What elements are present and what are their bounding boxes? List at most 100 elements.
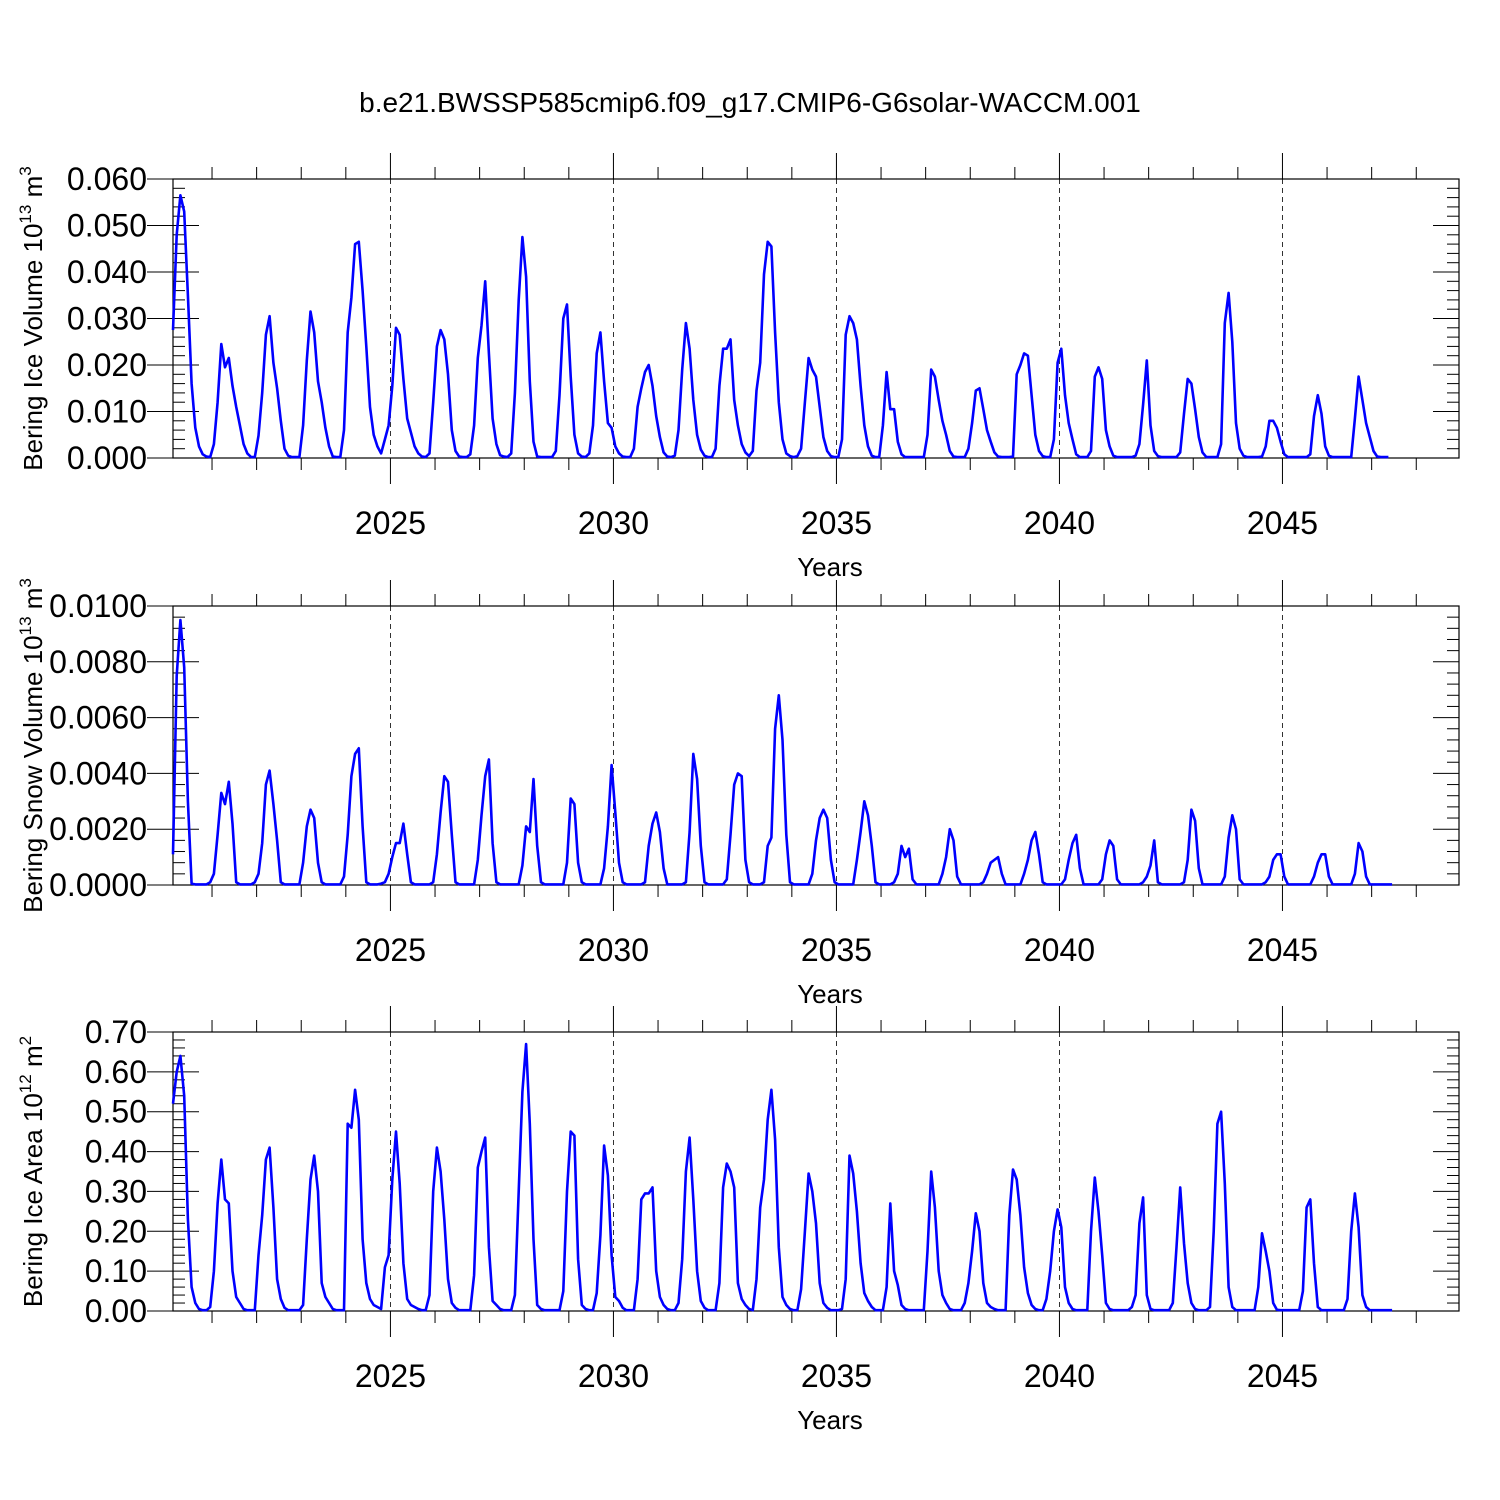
data-point [767, 1119, 768, 1120]
data-point [1235, 1310, 1236, 1311]
data-point [1031, 395, 1032, 396]
data-point [1050, 884, 1051, 885]
data-point [351, 297, 352, 298]
data-point [1172, 884, 1173, 885]
data-point [407, 1298, 408, 1299]
data-point [834, 882, 835, 883]
data-point [1009, 1215, 1010, 1216]
data-point [1120, 884, 1121, 885]
data-point [1258, 456, 1259, 457]
data-point [604, 868, 605, 869]
data-point [678, 884, 679, 885]
data-point [499, 884, 500, 885]
x-axis-label: Years [797, 979, 863, 1009]
data-point [871, 845, 872, 846]
data-point [1195, 1308, 1196, 1309]
data-point [1351, 1231, 1352, 1232]
data-point [1269, 876, 1270, 877]
data-point [986, 1302, 987, 1303]
data-point [477, 859, 478, 860]
data-point [317, 381, 318, 382]
data-point [499, 455, 500, 456]
data-point [1273, 420, 1274, 421]
data-point [247, 453, 248, 454]
data-point [1102, 879, 1103, 880]
data-point [1351, 884, 1352, 885]
data-point [1235, 829, 1236, 830]
data-point [808, 357, 809, 358]
data-point [559, 884, 560, 885]
data-point [960, 884, 961, 885]
data-point [1221, 1111, 1222, 1112]
data-point [1157, 456, 1158, 457]
data-point [1209, 884, 1210, 885]
data-point [845, 884, 846, 885]
data-point [1343, 456, 1344, 457]
data-point [775, 1139, 776, 1140]
data-point [890, 884, 891, 885]
data-point [719, 385, 720, 386]
data-point [1228, 837, 1229, 838]
data-point [767, 241, 768, 242]
data-point [258, 435, 259, 436]
data-point [1146, 360, 1147, 361]
data-point [329, 446, 330, 447]
data-point [444, 339, 445, 340]
data-point [722, 348, 723, 349]
data-point [964, 884, 965, 885]
data-point [1280, 854, 1281, 855]
data-point [444, 776, 445, 777]
data-point [994, 1308, 995, 1309]
data-point [462, 1310, 463, 1311]
data-point [369, 1298, 370, 1299]
data-point [905, 456, 906, 457]
data-point [919, 1310, 920, 1311]
data-point [418, 1308, 419, 1309]
data-point [760, 1207, 761, 1208]
data-point [1072, 439, 1073, 440]
data-point [1232, 1306, 1233, 1307]
data-point [1291, 884, 1292, 885]
data-point [284, 884, 285, 885]
data-point [998, 1310, 999, 1311]
data-point [1328, 1310, 1329, 1311]
data-point [518, 299, 519, 300]
data-point [1124, 1310, 1125, 1311]
data-point [265, 334, 266, 335]
data-point [607, 1175, 608, 1176]
data-point [369, 884, 370, 885]
data-point [1369, 884, 1370, 885]
data-point [198, 446, 199, 447]
data-point [351, 1127, 352, 1128]
data-point [589, 453, 590, 454]
data-point [622, 882, 623, 883]
data-point [912, 456, 913, 457]
data-point [685, 323, 686, 324]
data-point [990, 862, 991, 863]
data-point [1087, 884, 1088, 885]
data-point [589, 884, 590, 885]
data-point [485, 776, 486, 777]
data-point [425, 456, 426, 457]
data-point [1168, 1310, 1169, 1311]
data-point [927, 1251, 928, 1252]
data-point [228, 357, 229, 358]
data-point [217, 402, 218, 403]
data-point [1243, 455, 1244, 456]
data-point [1161, 884, 1162, 885]
data-point [1142, 404, 1143, 405]
data-point [778, 695, 779, 696]
data-point [481, 325, 482, 326]
data-point [633, 448, 634, 449]
data-point [1150, 1308, 1151, 1309]
data-point [927, 884, 928, 885]
data-point [321, 402, 322, 403]
data-point [949, 1308, 950, 1309]
data-point [585, 456, 586, 457]
data-point [722, 1187, 723, 1188]
data-point [1012, 456, 1013, 457]
data-point [1191, 1302, 1192, 1303]
data-point [726, 348, 727, 349]
data-point [789, 882, 790, 883]
data-point [618, 453, 619, 454]
